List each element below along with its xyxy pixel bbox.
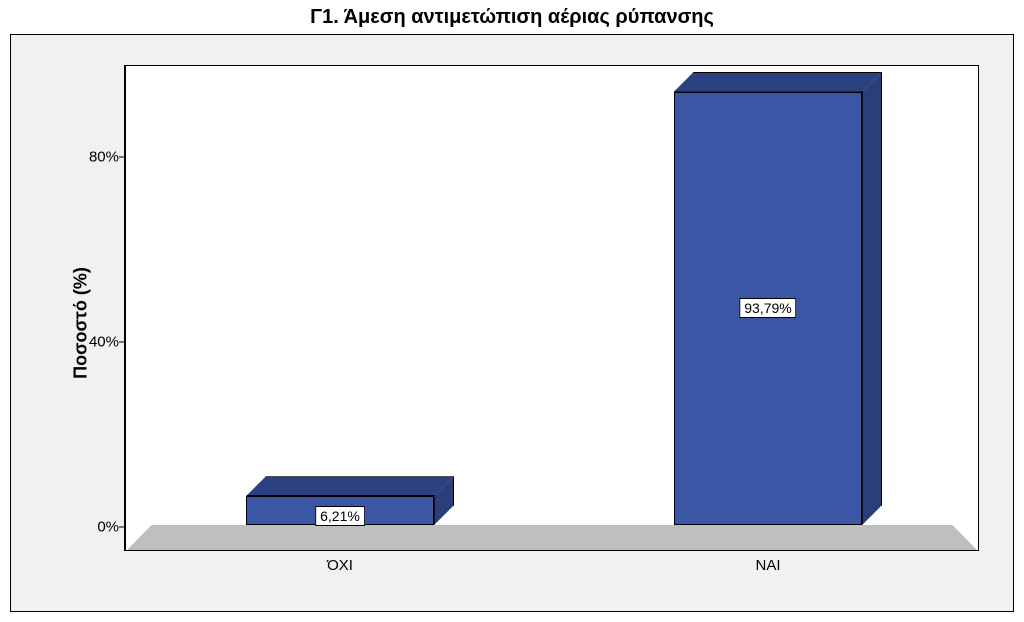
x-tick-label: ΌΧΙ xyxy=(327,557,353,574)
plot-floor xyxy=(126,525,978,551)
y-axis-label: Ποσοστό (%) xyxy=(70,267,91,379)
bar-top xyxy=(674,72,882,92)
plot-floor-top xyxy=(126,525,978,551)
x-axis-baseline xyxy=(126,550,978,551)
y-tick-mark xyxy=(119,157,125,158)
x-tick-label: ΝΑΙ xyxy=(755,557,780,574)
y-tick-label: 40% xyxy=(89,334,119,351)
bar-value-label: 93,79% xyxy=(739,298,796,318)
y-tick-mark xyxy=(119,342,125,343)
bar-nai: 93,79% xyxy=(674,72,882,525)
bar-value-label: 6,21% xyxy=(315,506,365,526)
chart-panel: Ποσοστό (%) 6,21% 93,79% ΌΧΙ ΝΑΙ 0% 40% 80% xyxy=(10,34,1014,612)
chart-container: Γ1. Άμεση αντιμετώπιση αέριας ρύπανσης Π… xyxy=(0,0,1024,622)
bar-top xyxy=(246,476,454,496)
y-tick-label: 80% xyxy=(89,149,119,166)
y-tick-mark xyxy=(119,527,125,528)
bar-side xyxy=(862,72,882,525)
chart-title: Γ1. Άμεση αντιμετώπιση αέριας ρύπανσης xyxy=(0,6,1024,29)
y-tick-label: 0% xyxy=(97,519,119,536)
bar-oxi: 6,21% xyxy=(246,476,454,525)
plot-area: 6,21%93,79% ΌΧΙΝΑΙ xyxy=(125,65,979,551)
